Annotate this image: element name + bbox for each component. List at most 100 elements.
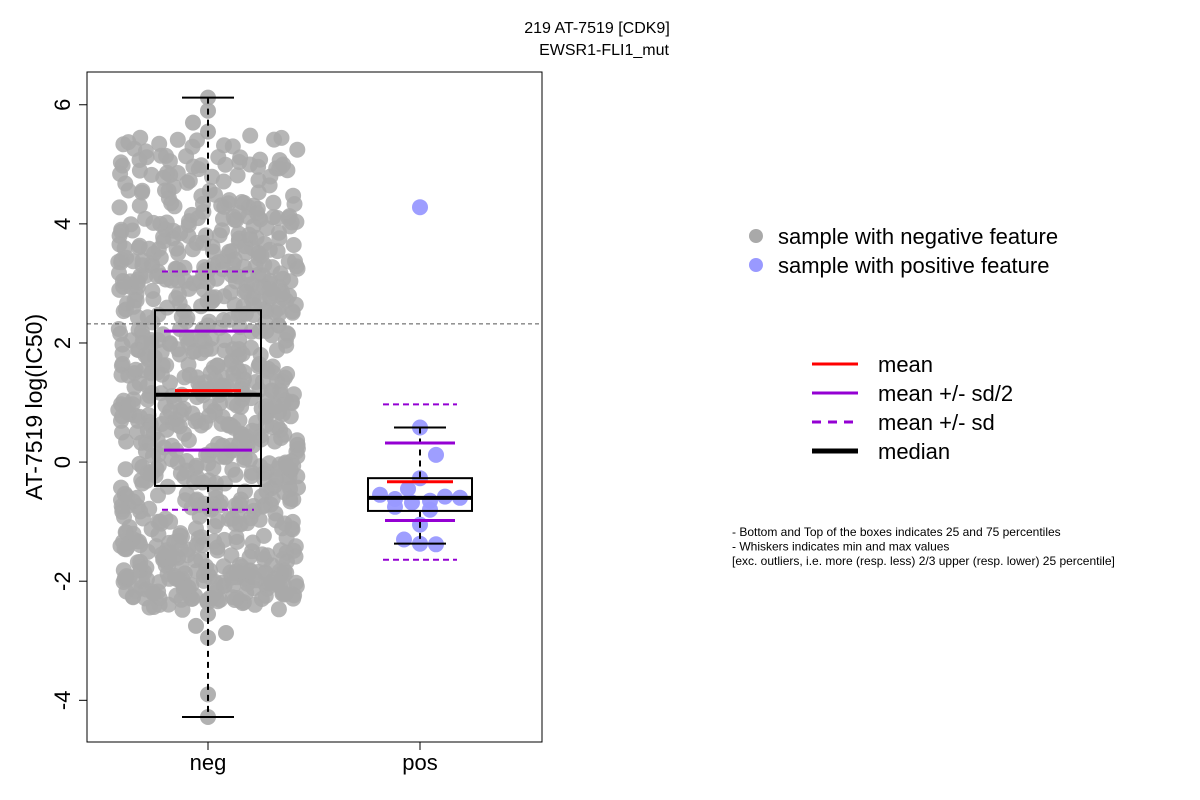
neg-sample-point	[140, 407, 157, 424]
neg-sample-point	[122, 216, 139, 233]
neg-sample-point	[263, 382, 280, 399]
neg-sample-point	[181, 213, 197, 230]
neg-sample-point	[228, 529, 245, 545]
neg-sample-point	[225, 341, 242, 358]
neg-sample-point	[153, 416, 170, 432]
neg-sample-point	[171, 418, 188, 435]
neg-sample-point	[181, 367, 198, 383]
pos-sample-point	[422, 501, 438, 518]
neg-sample-point	[117, 461, 134, 478]
neg-sample-point	[143, 521, 160, 538]
neg-sample-point	[243, 339, 259, 356]
neg-sample-point	[218, 448, 235, 465]
neg-sample-point	[175, 582, 192, 599]
neg-sample-point	[225, 577, 242, 594]
neg-sample-point	[226, 266, 243, 283]
chart-title-line1: 219 AT-7519 [CDK9]	[524, 20, 670, 37]
pos-sample-point	[412, 199, 428, 216]
neg-sample-point	[176, 259, 193, 276]
footnote-line: [exc. outliers, i.e. more (resp. less) 2…	[732, 554, 1115, 568]
neg-sample-point	[264, 358, 281, 375]
neg-sample-point	[198, 227, 214, 244]
neg-sample-point	[208, 589, 224, 606]
neg-sample-point	[158, 357, 175, 374]
neg-sample-point	[277, 332, 294, 349]
neg-sample-point	[285, 187, 302, 204]
neg-sample-point	[285, 237, 302, 253]
neg-sample-point	[134, 182, 151, 199]
neg-sample-point	[126, 292, 143, 309]
neg-sample-point	[207, 404, 223, 421]
stats-layer	[87, 96, 542, 718]
neg-sample-point	[231, 495, 247, 512]
neg-sample-point	[172, 225, 189, 242]
neg-sample-point	[150, 487, 166, 504]
neg-sample-point	[263, 327, 280, 344]
footnote-line: - Bottom and Top of the boxes indicates …	[732, 525, 1061, 539]
legend-line-label: mean +/- sd	[878, 410, 995, 435]
neg-sample-point	[243, 468, 260, 484]
plot-area	[87, 89, 542, 725]
neg-sample-point	[200, 606, 216, 622]
neg-sample-point	[251, 356, 268, 373]
neg-sample-point	[245, 502, 262, 519]
neg-sample-point	[228, 212, 245, 229]
neg-sample-point	[151, 135, 168, 152]
neg-sample-point	[280, 253, 297, 270]
legend-line-label: mean	[878, 352, 933, 377]
neg-sample-point	[185, 275, 202, 292]
chart-title-line2: EWSR1-FLI1_mut	[539, 42, 669, 59]
neg-sample-point	[193, 188, 210, 205]
neg-sample-point	[133, 434, 150, 451]
neg-sample-point	[283, 395, 300, 411]
neg-sample-point	[152, 249, 169, 266]
neg-sample-point	[177, 492, 194, 509]
neg-sample-point	[129, 554, 146, 571]
neg-sample-point	[178, 462, 195, 479]
neg-sample-point	[204, 168, 220, 185]
neg-sample-point	[157, 221, 174, 238]
neg-sample-point	[143, 364, 160, 380]
neg-sample-point	[209, 539, 226, 556]
neg-sample-point	[266, 304, 283, 321]
x-axis: neg pos	[190, 742, 438, 775]
neg-sample-point	[284, 304, 301, 321]
y-tick-label: -2	[50, 571, 75, 591]
neg-sample-point	[140, 351, 157, 368]
neg-sample-point	[271, 224, 287, 241]
neg-sample-point	[129, 489, 146, 506]
neg-sample-point	[221, 192, 238, 209]
neg-sample-point	[201, 261, 217, 278]
neg-sample-point	[258, 417, 275, 434]
neg-sample-point	[269, 574, 286, 590]
neg-sample-point	[215, 210, 231, 227]
neg-sample-point	[158, 147, 174, 164]
neg-sample-point	[141, 599, 158, 616]
neg-sample-point	[169, 272, 186, 289]
neg-sample-point	[220, 510, 237, 527]
y-axis-label: AT-7519 log(IC50)	[21, 314, 47, 500]
legend-points: sample with negative feature sample with …	[749, 224, 1058, 278]
neg-sample-point	[185, 114, 201, 131]
neg-sample-point	[261, 241, 278, 258]
legend-point-marker	[749, 258, 763, 272]
y-tick-label: -4	[50, 691, 75, 711]
neg-sample-point	[236, 449, 253, 466]
neg-sample-point	[283, 214, 300, 231]
y-tick-label: 6	[50, 99, 75, 111]
neg-sample-point	[238, 283, 255, 300]
neg-sample-point	[207, 475, 224, 491]
pos-sample-point	[400, 480, 416, 497]
neg-sample-point	[144, 282, 161, 299]
neg-sample-point	[250, 209, 267, 226]
neg-sample-point	[265, 194, 282, 211]
neg-sample-point	[232, 516, 249, 533]
neg-sample-point	[229, 167, 246, 184]
neg-sample-point	[222, 564, 239, 581]
pos-sample-point	[372, 486, 388, 503]
neg-sample-point	[170, 286, 187, 303]
neg-sample-point	[138, 149, 155, 166]
neg-sample-point	[227, 466, 244, 483]
neg-sample-point	[243, 390, 260, 407]
neg-sample-point	[263, 480, 280, 497]
